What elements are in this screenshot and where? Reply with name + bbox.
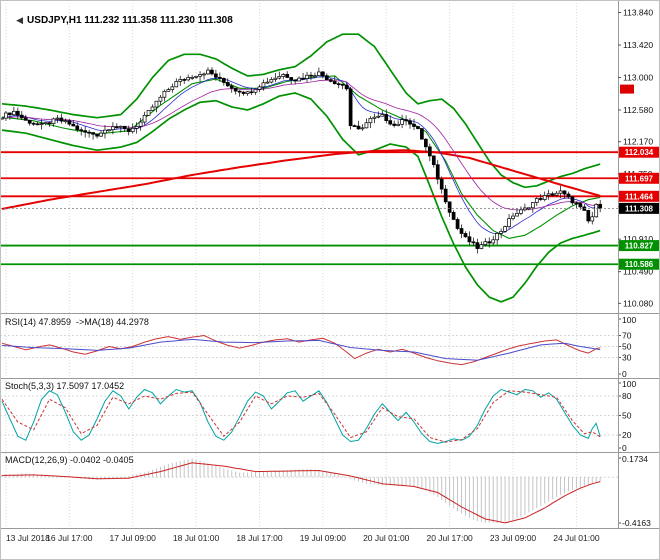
time-tick-label: 17 Jul 09:00 (110, 533, 157, 543)
fast-moving-average-line (1, 79, 601, 211)
stoch-scale-label: 80 (622, 391, 632, 401)
current-price-badge[interactable]: 111.308 (619, 202, 659, 214)
price-level-badge[interactable]: 110.827 (619, 240, 659, 252)
rsi-scale-label: 70 (622, 331, 632, 341)
stoch-scale-label: 20 (622, 430, 632, 440)
svg-text:110.827: 110.827 (625, 242, 654, 251)
price-tick-label: 113.420 (623, 40, 653, 50)
time-tick-label: 18 Jul 01:00 (173, 533, 220, 543)
price-tick-label: 110.490 (623, 267, 653, 277)
time-tick-label: 13 Jul 2018 (6, 533, 50, 543)
stoch-scale-label: 50 (622, 411, 632, 421)
one-click-trading-toggle-icon[interactable]: ◀ (16, 15, 24, 25)
stoch-scale-label: 100 (622, 379, 636, 389)
price-level-badge[interactable]: 111.464 (619, 190, 659, 202)
axis-alert-marker[interactable] (620, 84, 634, 94)
rsi-scale-label: 30 (622, 353, 632, 363)
time-tick-label: 20 Jul 17:00 (426, 533, 473, 543)
stoch-main-line (1, 388, 601, 444)
time-tick-label: 24 Jul 01:00 (553, 533, 600, 543)
panel-borders (0, 0, 660, 529)
time-tick-label: 20 Jul 01:00 (363, 533, 410, 543)
price-level-badge[interactable]: 110.586 (619, 258, 659, 270)
time-tick-label: 18 Jul 17:00 (236, 533, 283, 543)
svg-text:110.586: 110.586 (625, 260, 654, 269)
svg-text:111.308: 111.308 (625, 204, 654, 213)
rsi-ma-line (1, 338, 601, 361)
stoch-scale-label: 0 (622, 443, 627, 453)
macd-scale-label: 0.1734 (622, 454, 648, 464)
price-tick-label: 110.910 (623, 234, 653, 244)
stoch-panel: 100 80 50 20 0 (0, 379, 636, 453)
stoch-signal-line (1, 390, 601, 443)
candles-group (0, 67, 603, 254)
time-tick-label: 23 Jul 09:00 (490, 533, 537, 543)
price-tick-label: 113.840 (623, 8, 653, 18)
price-tick-label: 113.000 (623, 72, 653, 82)
time-tick-label: 16 Jul 17:00 (46, 533, 93, 543)
price-tick-label: 112.580 (623, 105, 653, 115)
svg-text:111.464: 111.464 (625, 192, 654, 201)
price-tick-label: 112.170 (623, 137, 653, 147)
svg-text:111.697: 111.697 (625, 174, 654, 183)
macd-scale-label: -0.4163 (622, 518, 651, 528)
red-moving-average-line (1, 149, 601, 210)
rsi-scale-label: 0 (622, 369, 627, 379)
time-tick-label: 19 Jul 09:00 (300, 533, 347, 543)
macd-signal-line (1, 462, 601, 524)
price-level-badge[interactable]: 111.697 (619, 172, 659, 184)
price-level-badge[interactable]: 112.034 (619, 146, 659, 158)
macd-panel: 0.1734 -0.4163 (0, 454, 651, 528)
price-tick-label: 110.080 (623, 298, 653, 308)
rsi-line (1, 334, 601, 366)
rsi-scale-label: 100 (622, 315, 636, 325)
svg-text:112.034: 112.034 (625, 148, 654, 157)
rsi-scale-label: 50 (622, 342, 632, 352)
